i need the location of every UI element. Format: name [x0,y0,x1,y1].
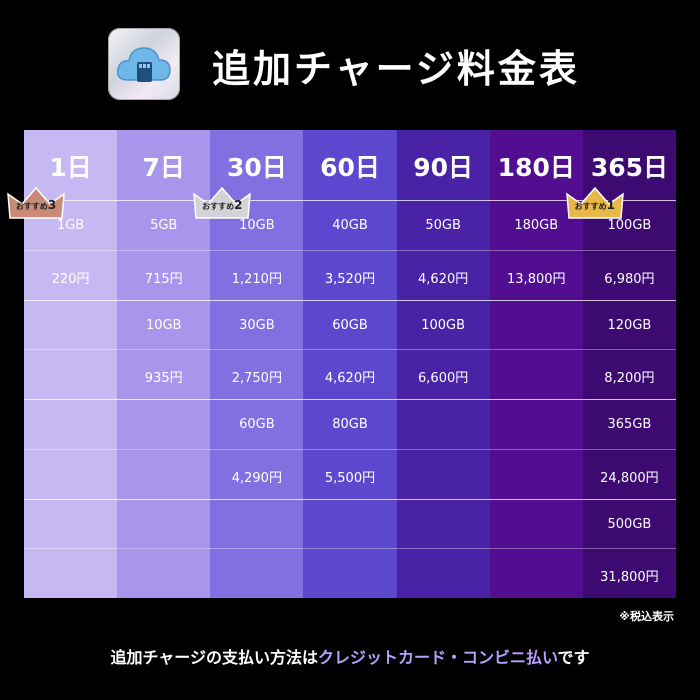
column-header: 365日 [590,153,668,182]
payment-note-part2: です [557,648,590,667]
column-header: 180日 [497,153,575,182]
column-header: 1日 [49,153,92,182]
payment-method-note: 追加チャージの支払い方法はクレジットカード・コンビニ払いです [0,644,700,668]
data-amount-cell: 80GB [332,417,368,432]
badge-text: おすすめ [15,202,48,211]
recommend-badge-label: おすすめ2 [192,198,252,212]
column-header: 30日 [226,153,287,182]
recommend-badge-3: おすすめ3 [6,186,66,220]
data-amount-cell: 365GB [607,417,652,432]
column-header: 90日 [413,153,474,182]
header: 追加チャージ料金表 [0,0,700,120]
badge-text: おすすめ [574,202,607,211]
recommend-badge-2: おすすめ2 [192,186,252,220]
data-amount-cell: 10GB [239,218,275,233]
badge-text: おすすめ [202,202,235,211]
column-2: 30日 10GB 1,210円 30GB 2,750円 60GB 4,290円 [210,130,304,598]
cloud-sd-card-icon [108,28,180,100]
price-cell: 935円 [144,371,183,387]
data-amount-cell: 1GB [56,218,85,233]
data-amount-cell: 50GB [425,218,461,233]
price-cell: 4,290円 [231,470,282,486]
price-cell: 31,800円 [600,570,659,586]
data-amount-cell: 60GB [239,417,275,432]
recommend-badge-label: おすすめ1 [565,198,625,212]
price-cell: 6,980円 [604,271,655,287]
data-amount-cell: 500GB [607,516,652,532]
payment-methods-highlight: クレジットカード・コンビニ払い [317,648,558,667]
data-amount-cell: 120GB [607,317,652,333]
price-cell: 5,500円 [324,470,376,486]
payment-note-part1: 追加チャージの支払い方法は [110,648,318,667]
column-4: 90日 50GB 4,620円 100GB 6,600円 [396,130,490,598]
price-table: 1日 1GB 220円 7日 5GB 715円 10GB 935円 30日 10GB 1,210円 3… [7,130,676,598]
column-header: 60日 [320,153,380,182]
data-amount-cell: 10GB [145,317,182,333]
price-cell: 2,750円 [231,371,282,387]
column-5: 180日 180GB 13,800円 [489,130,583,598]
price-cell: 8,200円 [604,371,655,387]
price-cell: 24,800円 [600,470,659,486]
badge-rank: 2 [234,198,243,212]
price-cell: 1,210円 [231,271,282,287]
column-3: 60日 40GB 3,520円 60GB 4,620円 80GB 5,500円 [303,130,397,598]
data-amount-cell: 100GB [607,218,652,233]
row-divider [24,349,676,351]
data-amount-cell: 180GB [514,218,559,233]
recommend-badge-1: おすすめ1 [565,186,625,220]
data-amount-cell: 5GB [150,218,178,233]
row-divider [24,299,676,301]
row-divider [24,498,676,500]
row-divider [24,548,676,550]
data-amount-cell: 30GB [239,317,275,333]
row-divider [24,448,676,450]
price-cell: 4,620円 [324,371,376,387]
badge-rank: 1 [606,198,616,212]
column-header: 7日 [142,153,185,182]
price-cell: 6,600円 [418,371,469,387]
price-cell: 220円 [51,271,90,287]
price-cell: 4,620円 [418,271,469,287]
badge-rank: 3 [47,198,57,212]
data-amount-cell: 60GB [332,317,368,333]
recommend-badge-label: おすすめ3 [6,198,66,212]
tax-note: ※税込表示 [619,610,674,623]
data-amount-cell: 40GB [332,218,368,233]
price-cell: 13,800円 [507,271,566,287]
page-title: 追加チャージ料金表 [212,47,580,91]
price-cell: 715円 [144,271,183,287]
row-divider [24,249,676,251]
data-amount-cell: 100GB [421,317,466,333]
row-divider [24,200,676,201]
row-divider [24,399,676,400]
price-cell: 3,520円 [324,271,376,287]
